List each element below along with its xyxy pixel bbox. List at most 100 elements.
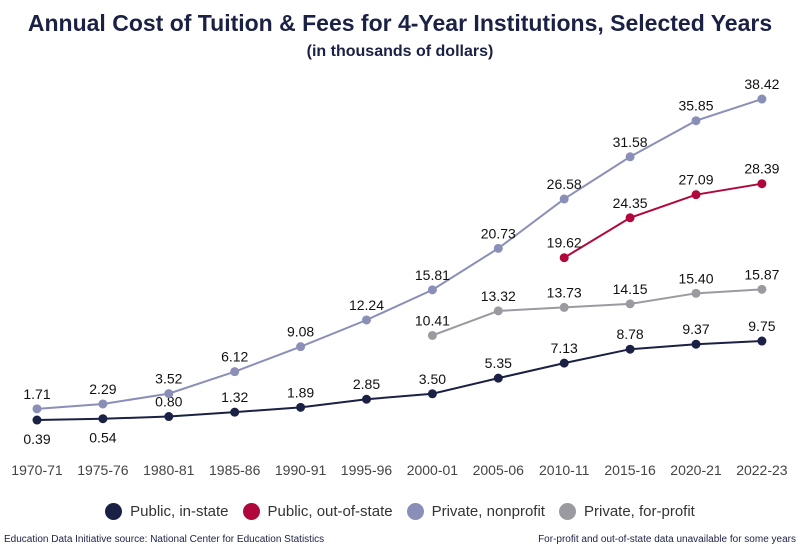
x-tick-label: 2022-23 — [736, 462, 788, 478]
legend-item-public-out-of-state[interactable]: Public, out-of-state — [242, 503, 393, 520]
data-point[interactable] — [230, 407, 240, 417]
data-label: 13.32 — [481, 288, 516, 304]
legend-marker — [558, 503, 576, 520]
x-tick-label: 2015-16 — [604, 462, 656, 478]
data-point[interactable] — [559, 253, 569, 263]
data-label: 0.80 — [155, 394, 182, 410]
legend: Public, in-state Public, out-of-state Pr… — [0, 503, 800, 520]
data-point[interactable] — [691, 339, 701, 349]
data-label: 38.42 — [744, 76, 779, 92]
data-label: 19.62 — [547, 235, 582, 251]
x-tick-label: 1975-76 — [77, 462, 129, 478]
data-label: 6.12 — [221, 349, 248, 365]
x-tick-label: 1980-81 — [143, 462, 195, 478]
data-point[interactable] — [32, 415, 42, 425]
legend-label: Public, in-state — [130, 503, 229, 520]
data-label: 15.87 — [744, 266, 779, 282]
series-line — [563, 182, 763, 259]
data-point[interactable] — [625, 299, 635, 309]
x-tick-label: 2010-11 — [539, 462, 590, 478]
legend-label: Private, nonprofit — [431, 503, 545, 520]
data-point[interactable] — [691, 288, 701, 298]
chart-title: Annual Cost of Tuition & Fees for 4-Year… — [27, 10, 773, 36]
data-label: 8.78 — [616, 326, 643, 342]
legend-marker — [242, 503, 260, 520]
data-label: 35.85 — [678, 98, 713, 114]
data-point[interactable] — [559, 194, 569, 204]
data-label: 28.39 — [744, 161, 779, 177]
data-point[interactable] — [691, 116, 701, 126]
data-label: 15.81 — [415, 267, 450, 283]
data-label: 0.54 — [89, 430, 116, 446]
data-point[interactable] — [32, 404, 42, 414]
data-label: 1.32 — [221, 389, 248, 405]
availability-note: For-profit and out-of-state data unavail… — [538, 534, 796, 545]
data-label: 9.75 — [748, 318, 775, 334]
x-tick-label: 1995-96 — [341, 462, 393, 478]
data-point[interactable] — [625, 213, 635, 223]
data-label: 15.40 — [678, 270, 713, 286]
legend-item-private-nonprofit[interactable]: Private, nonprofit — [406, 503, 545, 520]
data-label: 1.71 — [23, 386, 50, 402]
legend-marker — [406, 503, 424, 520]
data-point[interactable] — [296, 402, 306, 412]
legend-item-private-for-profit[interactable]: Private, for-profit — [558, 503, 695, 520]
data-point[interactable] — [757, 94, 767, 104]
data-point[interactable] — [427, 330, 437, 340]
data-label: 26.58 — [547, 176, 582, 192]
data-point[interactable] — [757, 179, 767, 189]
data-point[interactable] — [757, 336, 767, 346]
data-point[interactable] — [559, 358, 569, 368]
data-point[interactable] — [493, 243, 503, 253]
legend-marker — [105, 503, 123, 520]
data-label: 13.73 — [547, 284, 582, 300]
x-tick-label: 1970-71 — [11, 462, 63, 478]
data-point[interactable] — [625, 152, 635, 162]
data-label: 10.41 — [415, 312, 450, 328]
data-point[interactable] — [427, 285, 437, 295]
data-point[interactable] — [164, 389, 174, 399]
x-tick-label: 1985-86 — [209, 462, 261, 478]
data-point[interactable] — [691, 190, 701, 200]
data-point[interactable] — [427, 389, 437, 399]
data-label: 12.24 — [349, 297, 384, 313]
data-label: 20.73 — [481, 225, 516, 241]
legend-label: Public, out-of-state — [267, 503, 393, 520]
chart-subtitle: (in thousands of dollars) — [306, 43, 494, 60]
data-label: 9.37 — [682, 321, 709, 337]
data-label: 9.08 — [287, 324, 314, 340]
legend-label: Private, for-profit — [583, 503, 695, 520]
data-point[interactable] — [362, 394, 371, 404]
series-line — [36, 340, 762, 422]
data-point[interactable] — [493, 373, 503, 383]
data-point[interactable] — [296, 342, 306, 352]
data-label: 7.13 — [551, 340, 578, 356]
source-note: Education Data Initiative source: Nation… — [4, 534, 325, 545]
data-point[interactable] — [230, 367, 240, 377]
data-label: 2.85 — [353, 376, 380, 392]
data-point[interactable] — [98, 399, 108, 409]
data-point[interactable] — [559, 302, 569, 312]
data-point[interactable] — [164, 412, 174, 422]
data-label: 5.35 — [485, 355, 512, 371]
data-point[interactable] — [362, 315, 371, 325]
data-point[interactable] — [493, 306, 503, 316]
data-point[interactable] — [757, 284, 767, 294]
data-label: 3.52 — [155, 371, 182, 387]
data-point[interactable] — [98, 414, 108, 424]
x-tick-label: 1990-91 — [275, 462, 327, 478]
data-label: 14.15 — [613, 281, 648, 297]
data-point[interactable] — [625, 344, 635, 354]
data-label: 3.50 — [419, 371, 446, 387]
data-label: 24.35 — [613, 195, 648, 211]
legend-item-public-in-state[interactable]: Public, in-state — [105, 503, 229, 520]
series-line — [432, 288, 762, 337]
data-label: 31.58 — [613, 134, 648, 150]
data-label: 0.39 — [23, 431, 50, 447]
data-label: 1.89 — [287, 384, 314, 400]
x-tick-label: 2005-06 — [473, 462, 525, 478]
data-label: 2.29 — [89, 381, 116, 397]
x-tick-label: 2020-21 — [670, 462, 722, 478]
series-line — [36, 98, 763, 410]
